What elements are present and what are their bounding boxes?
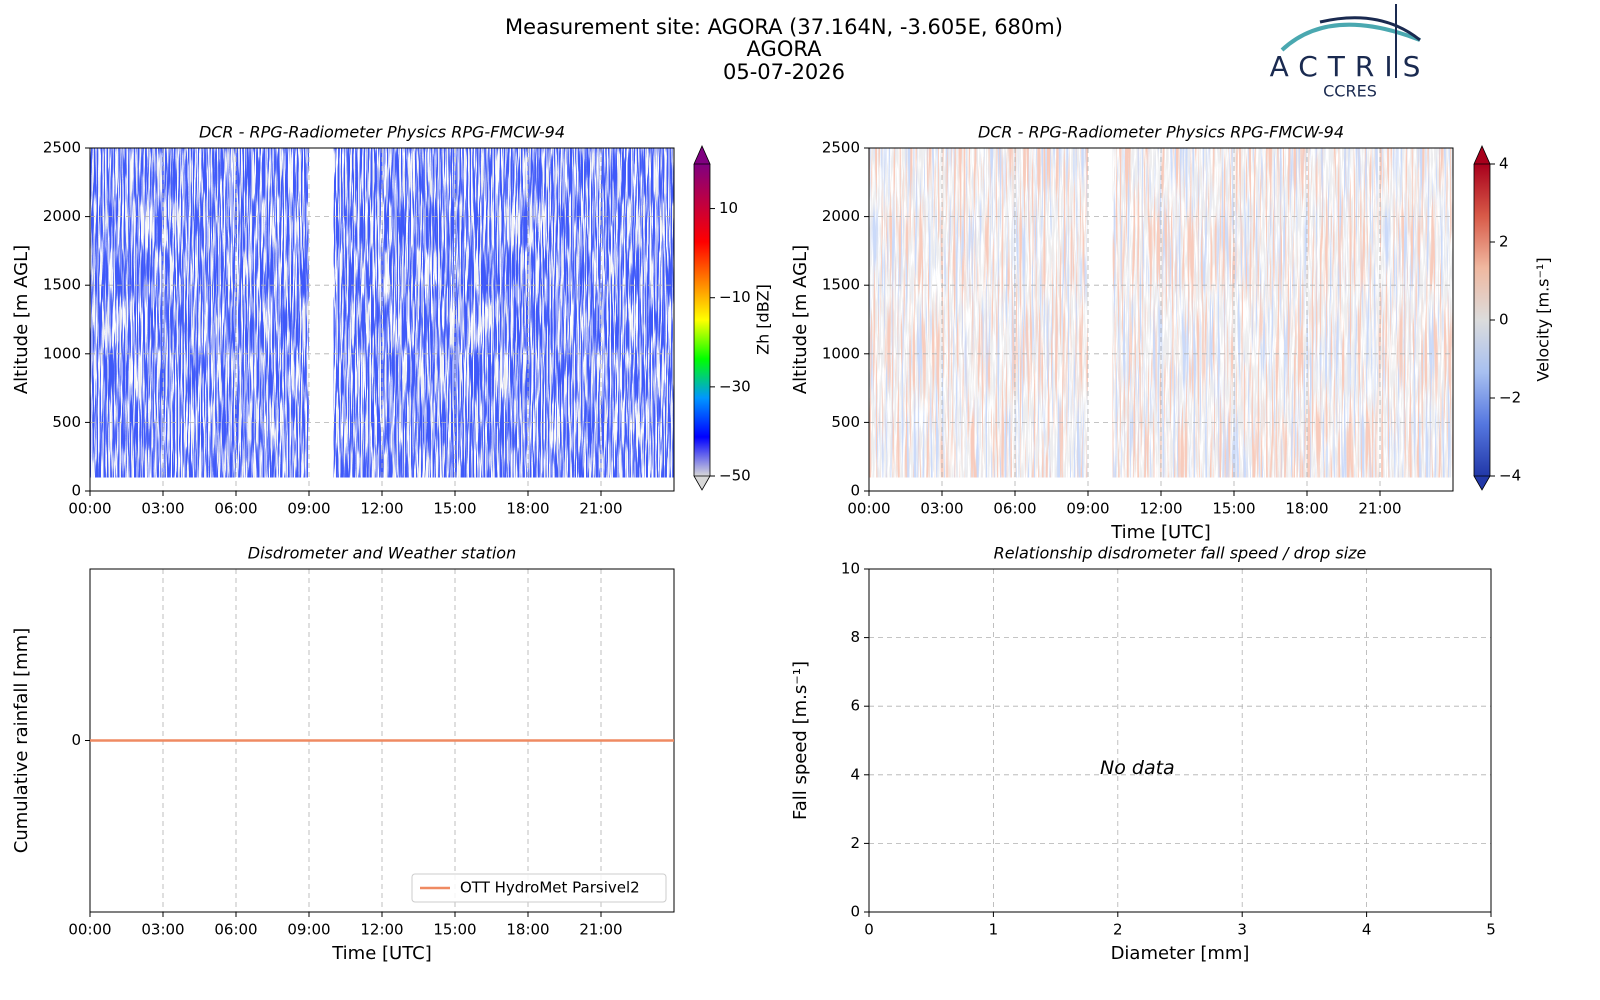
y-tick-label: 2500: [822, 139, 860, 157]
logo-text: ACTRIS: [1270, 50, 1431, 83]
y-tick-label: 10: [841, 560, 860, 578]
title-line: 05-07-2026: [723, 60, 845, 84]
x-axis-label: Diameter [mm]: [1111, 943, 1250, 964]
y-tick-label: 6: [850, 697, 860, 715]
x-tick-label: 03:00: [141, 921, 184, 939]
y-tick-label: 2: [850, 834, 860, 852]
axes-title: DCR - RPG-Radiometer Physics RPG-FMCW-94: [199, 123, 565, 142]
y-tick-label: 0: [71, 482, 81, 500]
colorbar: [1474, 164, 1490, 476]
x-tick-label: 09:00: [287, 500, 330, 518]
colorbar-label: Velocity [m.s⁻¹]: [1534, 257, 1553, 381]
x-tick-label: 03:00: [920, 500, 963, 518]
y-tick-label: 2500: [43, 139, 81, 157]
colorbar-tick-label: −10: [719, 288, 751, 306]
radar-echo: [90, 148, 309, 478]
x-tick-label: 3: [1237, 921, 1247, 939]
x-tick-label: 2: [1113, 921, 1123, 939]
y-axis-label: Cumulative rainfall [mm]: [11, 628, 32, 854]
x-tick-label: 0: [864, 921, 874, 939]
colorbar-extend: [693, 145, 711, 165]
x-tick-label: 09:00: [1066, 500, 1109, 518]
x-axis-label: Time [UTC]: [331, 943, 432, 964]
colorbar-tick-label: 4: [1499, 155, 1509, 173]
logo-subtext: CCRES: [1323, 82, 1377, 101]
y-tick-label: 2000: [43, 207, 81, 225]
x-tick-label: 00:00: [847, 500, 890, 518]
colorbar-tick-label: −30: [719, 377, 751, 395]
radar-echo: [333, 148, 674, 478]
legend-label: OTT HydroMet Parsivel2: [460, 879, 640, 897]
x-tick-label: 15:00: [433, 921, 476, 939]
colorbar-tick-label: −50: [719, 467, 751, 485]
x-tick-label: 06:00: [214, 500, 257, 518]
y-tick-label: 500: [831, 413, 860, 431]
colorbar-tick-label: −2: [1499, 389, 1521, 407]
annotation: No data: [1100, 757, 1175, 779]
axes-title: Relationship disdrometer fall speed / dr…: [994, 544, 1367, 563]
x-axis-label: Time [UTC]: [1110, 522, 1211, 543]
y-tick-label: 0: [850, 482, 860, 500]
colorbar-extend: [693, 475, 711, 491]
title-line: Measurement site: AGORA (37.164N, -3.605…: [505, 15, 1063, 39]
logo-arc: [1280, 22, 1421, 52]
x-tick-label: 15:00: [433, 500, 476, 518]
y-tick-label: 1000: [822, 344, 860, 362]
radar-echo: [869, 148, 1088, 478]
title-line: AGORA: [747, 37, 823, 61]
x-tick-label: 09:00: [287, 921, 330, 939]
colorbar-extend: [1473, 475, 1491, 491]
y-axis-label: Fall speed [m.s⁻¹]: [790, 661, 811, 820]
x-tick-label: 21:00: [579, 921, 622, 939]
x-tick-label: 06:00: [993, 500, 1036, 518]
logo: ACTRIS CCRES: [1270, 4, 1431, 101]
y-tick-label: 500: [52, 413, 81, 431]
colorbar-frame: [693, 164, 711, 476]
y-tick-label: 4: [850, 765, 860, 783]
x-tick-label: 00:00: [68, 500, 111, 518]
x-tick-label: 15:00: [1212, 500, 1255, 518]
colorbar-tick-label: 10: [719, 199, 738, 217]
y-tick-label: 1500: [822, 276, 860, 294]
x-tick-label: 12:00: [360, 500, 403, 518]
x-tick-label: 21:00: [1358, 500, 1401, 518]
logo-arc: [1319, 16, 1421, 42]
colorbar-tick-label: 0: [1499, 311, 1509, 329]
axes-frame: [868, 568, 1492, 913]
y-tick-label: 2000: [822, 207, 860, 225]
x-tick-label: 4: [1362, 921, 1372, 939]
y-tick-label: 0: [850, 903, 860, 921]
colorbar-extend: [1473, 145, 1491, 165]
x-tick-label: 06:00: [214, 921, 257, 939]
axes-title: DCR - RPG-Radiometer Physics RPG-FMCW-94: [978, 123, 1344, 142]
axes-title: Disdrometer and Weather station: [248, 544, 516, 563]
x-tick-label: 12:00: [1139, 500, 1182, 518]
x-tick-label: 18:00: [506, 500, 549, 518]
y-tick-label: 8: [850, 628, 860, 646]
x-tick-label: 1: [989, 921, 999, 939]
x-tick-label: 03:00: [141, 500, 184, 518]
x-tick-label: 12:00: [360, 921, 403, 939]
x-tick-label: 18:00: [506, 921, 549, 939]
y-tick-label: 1000: [43, 344, 81, 362]
y-axis-label: Altitude [m AGL]: [790, 245, 811, 394]
colorbar: [694, 164, 710, 476]
y-axis-label: Altitude [m AGL]: [11, 245, 32, 394]
y-tick-label: 1500: [43, 276, 81, 294]
x-tick-label: 18:00: [1285, 500, 1328, 518]
radar-echo: [1112, 148, 1453, 478]
x-tick-label: 21:00: [579, 500, 622, 518]
colorbar-tick-label: −4: [1499, 467, 1521, 485]
x-tick-label: 5: [1486, 921, 1496, 939]
y-tick-label: 0: [71, 731, 81, 749]
colorbar-label: Zh [dBZ]: [754, 284, 773, 355]
x-tick-label: 00:00: [68, 921, 111, 939]
legend-box: [411, 873, 667, 903]
colorbar-tick-label: 2: [1499, 233, 1509, 251]
